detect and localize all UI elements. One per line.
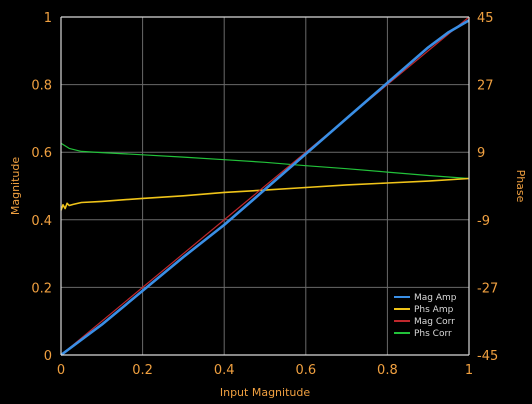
y2-tick-label: -45: [477, 349, 498, 364]
y-tick-label: 0.2: [31, 281, 52, 296]
series-line-phs-amp: [60, 177, 470, 211]
y-tick-label: 1: [44, 11, 52, 26]
y2-tick-label: -9: [477, 214, 490, 229]
y2-tick-label: 9: [477, 146, 485, 161]
grid-lines: [60, 16, 470, 356]
y-tick-label: 0.4: [31, 214, 52, 229]
y-tick-label: 0.6: [31, 146, 52, 161]
x-axis-label: Input Magnitude: [220, 386, 310, 399]
x-tick-label: 0.2: [132, 363, 153, 378]
x-tick-label: 0.4: [214, 363, 235, 378]
y2-tick-label: -27: [477, 281, 498, 296]
series-line-mag-corr: [60, 16, 470, 356]
legend-label: Mag Corr: [414, 317, 455, 327]
x-tick-label: 0.8: [377, 363, 398, 378]
series-layer: [60, 16, 470, 357]
series-line-mag-amp: [60, 19, 470, 357]
x-tick-label: 0: [57, 363, 65, 378]
axes-layer: [60, 16, 470, 356]
x-tick-label: 0.6: [295, 363, 316, 378]
y-axis-label: Magnitude: [9, 157, 22, 216]
y-tick-label: 0.8: [31, 79, 52, 94]
x-tick-label: 1: [465, 363, 473, 378]
legend-label: Mag Amp: [414, 293, 457, 303]
ticks-layer: 0 0.2 0.4 0.6 0.8 1 0 0.2 0.4 0.6 0.8 1 -45 -27 -9 9 27 4…: [31, 11, 498, 378]
y2-tick-label: 27: [477, 79, 494, 94]
y-tick-label: 0: [44, 349, 52, 364]
legend: Mag Amp Phs Amp Mag Corr Phs Corr: [394, 293, 457, 339]
y2-tick-label: 45: [477, 11, 494, 26]
series-line-phs-corr: [60, 142, 470, 180]
legend-label: Phs Corr: [414, 329, 452, 339]
y2-axis-label: Phase: [514, 170, 527, 203]
legend-label: Phs Amp: [414, 305, 454, 315]
